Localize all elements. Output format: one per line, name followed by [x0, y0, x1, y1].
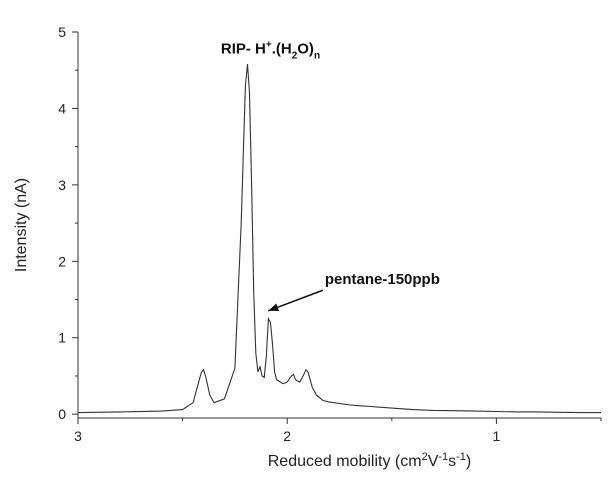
- x-tick-label: 3: [74, 428, 82, 444]
- x-axis-title: Reduced mobility (cm2V-1s-1): [268, 451, 472, 470]
- annotation-rip-peak: RIP- H+.(H2O)n: [221, 39, 320, 61]
- x-tick-label: 2: [283, 428, 291, 444]
- y-tick-label: 2: [58, 253, 66, 269]
- annotation-pentane-peak: pentane-150ppb: [325, 271, 440, 288]
- axes: 0 1 2 3 4 5 3 2 1: [58, 24, 602, 444]
- series-line-intensity: [77, 64, 601, 414]
- x-tick-label: 1: [493, 428, 501, 444]
- y-tick-label: 0: [58, 406, 66, 422]
- y-tick-label: 3: [58, 177, 66, 193]
- y-tick-label: 5: [58, 24, 66, 40]
- y-axis-title: Intensity (nA): [13, 178, 30, 272]
- annotation-arrow-head: [268, 303, 280, 312]
- y-tick-label: 4: [58, 100, 66, 116]
- y-tick-label: 1: [58, 330, 66, 346]
